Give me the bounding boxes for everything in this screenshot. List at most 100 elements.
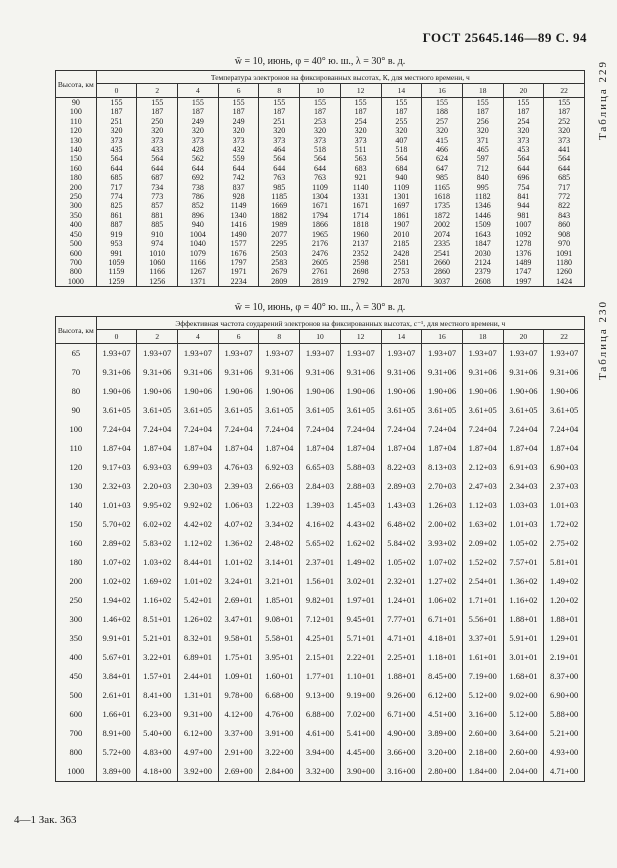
column-header: 0	[95, 83, 138, 98]
value-cell: 991	[95, 248, 138, 258]
value-cell: 5.70+02	[95, 515, 138, 534]
height-cell: 400	[55, 648, 97, 667]
value-cell: 256	[461, 116, 504, 127]
value-cell: 2.12+03	[461, 458, 504, 477]
value-cell: 1.90+06	[543, 382, 585, 401]
value-cell: 4.97+00	[177, 743, 219, 762]
value-cell: 1.61+01	[461, 648, 504, 667]
value-cell: 9.31+06	[502, 363, 545, 382]
value-cell: 1165	[421, 182, 463, 193]
value-cell: 9.31+00	[177, 705, 219, 724]
value-cell: 5.21+01	[136, 629, 179, 648]
value-cell: 2185	[380, 239, 423, 249]
value-cell: 2.91+00	[217, 743, 260, 762]
height-cell: 140	[55, 145, 97, 155]
value-cell: 763	[299, 173, 341, 183]
value-cell: 1.93+07	[380, 343, 423, 363]
value-cell: 2.47+03	[461, 477, 504, 496]
value-cell: 1278	[502, 239, 545, 249]
value-cell: 1010	[136, 248, 179, 258]
value-cell: 644	[136, 163, 179, 174]
value-cell: 1109	[380, 182, 423, 193]
height-cell: 100	[55, 107, 97, 117]
value-cell: 1040	[177, 239, 219, 249]
value-cell: 252	[543, 116, 585, 127]
data-row: 100 187 187 187 187 187 187 187 187 188 187 187 187	[55, 107, 585, 117]
value-cell: 683	[339, 163, 382, 174]
value-cell: 564	[258, 154, 301, 164]
table-title: w̄ = 10, июнь, φ = 40° ю. ш., λ = 30° в.…	[234, 56, 406, 67]
value-cell: 2753	[380, 267, 423, 277]
height-cell: 100	[55, 420, 97, 439]
value-cell: 5.81+01	[543, 553, 585, 572]
height-cell: 800	[55, 267, 97, 277]
value-cell: 1.05+02	[502, 534, 545, 553]
value-cell: 1.36+02	[217, 534, 260, 553]
caption-row: Высота, км Температура электронов на фикс…	[55, 70, 586, 98]
value-cell: 2.60+00	[461, 724, 504, 743]
value-cell: 1182	[461, 192, 504, 202]
column-header: 16	[421, 83, 463, 98]
value-cell: 4.25+01	[299, 629, 341, 648]
value-cell: 3.84+01	[95, 667, 138, 686]
value-cell: 1.20+02	[543, 591, 585, 610]
value-cell: 1.88+01	[543, 610, 585, 629]
column-header: 10	[299, 329, 341, 344]
value-cell: 2541	[421, 248, 463, 258]
value-cell: 4.18+01	[421, 629, 463, 648]
value-cell: 373	[136, 135, 179, 146]
value-cell: 840	[461, 173, 504, 183]
height-cell: 350	[55, 629, 97, 648]
value-cell: 1004	[177, 229, 219, 240]
data-row: 250 774 773 786 928 1185 1304 1331 1301 1618 1182 8…	[55, 192, 585, 202]
value-cell: 3.16+00	[461, 705, 504, 724]
value-cell: 8.91+00	[95, 724, 138, 743]
value-cell: 2.54+01	[461, 572, 504, 591]
value-cell: 1166	[136, 267, 179, 277]
value-cell: 881	[136, 210, 179, 221]
value-cell: 1256	[136, 276, 179, 287]
value-cell: 2352	[339, 248, 382, 258]
value-cell: 1159	[95, 267, 138, 277]
value-cell: 928	[217, 192, 260, 202]
value-cell: 1346	[461, 201, 504, 211]
column-header: 18	[461, 83, 504, 98]
value-cell: 6.91+03	[502, 458, 545, 477]
value-cell: 253	[299, 116, 341, 127]
column-header: 6	[217, 329, 260, 344]
value-cell: 373	[502, 135, 545, 146]
value-cell: 742	[217, 173, 260, 183]
value-cell: 3.61+05	[217, 401, 260, 420]
value-cell: 2.60+00	[502, 743, 545, 762]
value-cell: 887	[95, 220, 138, 230]
column-header: 20	[502, 329, 545, 344]
value-cell: 981	[502, 210, 545, 221]
value-cell: 1.87+04	[339, 439, 382, 458]
value-cell: 624	[421, 154, 463, 164]
value-cell: 8.45+00	[421, 667, 463, 686]
value-cell: 1.63+02	[461, 515, 504, 534]
value-cell: 2583	[258, 257, 301, 268]
value-cell: 5.58+01	[258, 629, 301, 648]
table-head: Высота, км Температура электронов на фикс…	[55, 70, 586, 98]
value-cell: 187	[95, 107, 138, 117]
value-cell: 1.56+01	[299, 572, 341, 591]
value-cell: 7.24+04	[258, 420, 301, 439]
value-cell: 1.16+02	[502, 591, 545, 610]
value-cell: 1.18+01	[421, 648, 463, 667]
row-header: Высота, км	[55, 316, 97, 344]
value-cell: 6.48+02	[380, 515, 423, 534]
value-cell: 4.71+01	[380, 629, 423, 648]
value-cell: 3.22+01	[136, 648, 179, 667]
value-cell: 5.83+02	[136, 534, 179, 553]
data-row: 150 564 564 562 559 564 564 563 564 624 597 564 564	[55, 154, 585, 164]
value-cell: 2.39+03	[217, 477, 260, 496]
value-cell: 692	[177, 173, 219, 183]
column-row: 0 2 4 6 8 10 12 14 16 18 20 22	[56, 83, 585, 98]
value-cell: 9.31+06	[217, 363, 260, 382]
value-cell: 562	[177, 154, 219, 164]
value-cell: 995	[461, 182, 504, 193]
value-cell: 564	[95, 154, 138, 164]
value-cell: 155	[380, 97, 423, 108]
value-cell: 1060	[136, 257, 179, 268]
